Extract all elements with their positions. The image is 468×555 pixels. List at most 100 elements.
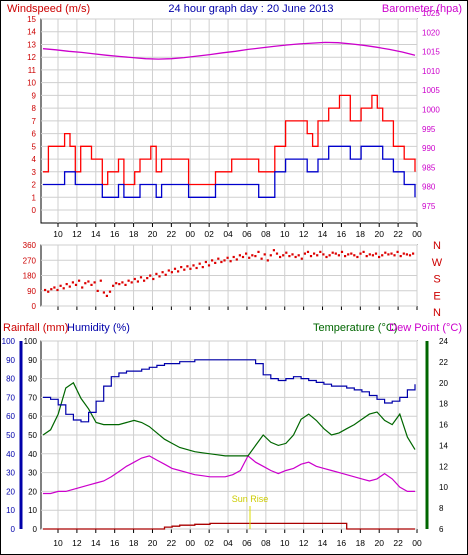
compass-label: E	[433, 290, 440, 302]
windspeed-tick-label: 4	[32, 155, 37, 164]
windspeed-tick-label: 11	[28, 66, 37, 75]
wind-panel-hour-label: 20	[374, 229, 384, 239]
direction-degrees-tick-label: 90	[27, 287, 36, 296]
windspeed-tick-label: 0	[32, 206, 37, 215]
wind-direction-point	[362, 250, 365, 253]
wind-direction-point	[390, 252, 393, 255]
wind-direction-point	[387, 253, 390, 256]
wind-direction-point	[405, 253, 408, 256]
wind-direction-point	[186, 265, 189, 268]
wind-direction-point	[139, 276, 143, 279]
humidity-tick-label: 50	[28, 431, 37, 440]
wind-panel-hour-label: 06	[242, 229, 252, 239]
wind-direction-point	[350, 252, 353, 255]
wind-direction-point	[65, 283, 68, 286]
wind-panel-hour-label: 20	[148, 229, 158, 239]
wind-direction-point	[353, 254, 356, 257]
wind-direction-point	[158, 275, 161, 278]
rainfall-tick-label: 60	[6, 412, 15, 421]
wind-direction-point	[241, 255, 245, 259]
barometer-tick-label: 1015	[422, 48, 440, 57]
climate-panel-hour-label: 12	[299, 538, 309, 548]
wind-panel-hour-label: 12	[72, 229, 82, 239]
windspeed-tick-label: 3	[32, 168, 37, 177]
wind-direction-point	[44, 288, 47, 292]
wind-panel-hour-label: 22	[167, 229, 177, 239]
wind-direction-point	[285, 251, 288, 254]
barometer-tick-label: 995	[422, 125, 436, 134]
temperature-tick-label: 10	[439, 483, 448, 492]
wind-panel-hour-label: 10	[53, 229, 63, 239]
wind-panel-hour-label: 00	[186, 229, 196, 239]
wind-direction-point	[62, 287, 65, 290]
wind-direction-point	[124, 283, 127, 286]
wind-direction-point	[248, 256, 251, 259]
wind-panel-hour-label: 18	[356, 229, 366, 239]
wind-direction-point	[266, 259, 269, 262]
humidity-tick-label: 30	[28, 469, 37, 478]
wind-direction-point	[155, 272, 158, 275]
humidity-tick-label: 10	[28, 506, 37, 515]
compass-label: W	[432, 257, 443, 269]
wind-direction-point	[96, 289, 99, 292]
windspeed-tick-label: 10	[27, 79, 36, 88]
wind-direction-point	[368, 253, 371, 256]
climate-panel-hour-label: 12	[72, 538, 82, 548]
windspeed-tick-label: 2	[32, 181, 37, 190]
wind-direction-point	[198, 262, 201, 265]
wind-direction-point	[130, 281, 133, 284]
windspeed-tick-label: 14	[27, 28, 36, 37]
wind-direction-point	[356, 255, 359, 259]
barometer-tick-label: 975	[422, 202, 436, 211]
barometer-line	[42, 41, 416, 60]
wind-direction-point	[303, 252, 306, 255]
wind-gust-line	[43, 94, 416, 186]
wind-direction-point	[399, 255, 402, 258]
wind-panel-hour-label: 18	[129, 229, 139, 239]
compass-label: S	[433, 274, 440, 286]
wind-direction-point	[337, 254, 340, 257]
rainfall-tick-label: 20	[6, 487, 15, 496]
wind-direction-point	[223, 259, 226, 262]
wind-direction-point	[306, 250, 310, 253]
rainfall-tick-label: 100	[2, 337, 16, 346]
wind-direction-point	[53, 286, 56, 289]
temperature-tick-label: 6	[439, 525, 444, 534]
rainfall-tick-label: 90	[6, 356, 15, 365]
barometer-axis-label: Barometer (hpa)	[382, 3, 462, 15]
wind-direction-point	[177, 270, 180, 273]
dewpoint-line	[43, 454, 415, 495]
wind-direction-point	[412, 252, 415, 255]
temperature-tick-label: 14	[439, 441, 448, 450]
wind-direction-point	[78, 279, 81, 282]
wind-direction-point	[294, 255, 297, 259]
wind-direction-point	[316, 254, 319, 257]
climate-panel-hour-label: 22	[393, 538, 403, 548]
humidity-tick-label: 20	[28, 487, 37, 496]
wind-direction-point	[214, 261, 217, 264]
wind-direction-point	[334, 252, 337, 255]
wind-direction-point	[133, 277, 136, 281]
wind-direction-point	[127, 279, 130, 282]
humidity-tick-label: 40	[28, 450, 37, 459]
climate-panel-hour-label: 02	[204, 538, 214, 548]
wind-panel-hour-label: 16	[337, 229, 347, 239]
climate-panel-hour-label: 20	[148, 538, 158, 548]
windspeed-tick-label: 1	[32, 193, 37, 202]
wind-direction-point	[374, 252, 378, 255]
wind-direction-point	[402, 252, 405, 255]
climate-panel-hour-label: 18	[129, 538, 139, 548]
compass-label: N	[433, 240, 441, 252]
rainfall-line	[43, 522, 415, 530]
temperature-tick-label: 12	[439, 462, 448, 471]
rainfall-tick-label: 80	[6, 375, 15, 384]
wind-direction-point	[297, 254, 300, 257]
wind-panel-hour-label: 00	[412, 229, 422, 239]
rainfall-tick-label: 10	[6, 506, 15, 515]
barometer-tick-label: 1010	[422, 67, 440, 76]
wind-direction-point	[81, 286, 84, 289]
wind-direction-point	[365, 255, 368, 258]
windspeed-tick-label: 13	[27, 40, 36, 49]
wind-direction-point	[279, 255, 282, 259]
